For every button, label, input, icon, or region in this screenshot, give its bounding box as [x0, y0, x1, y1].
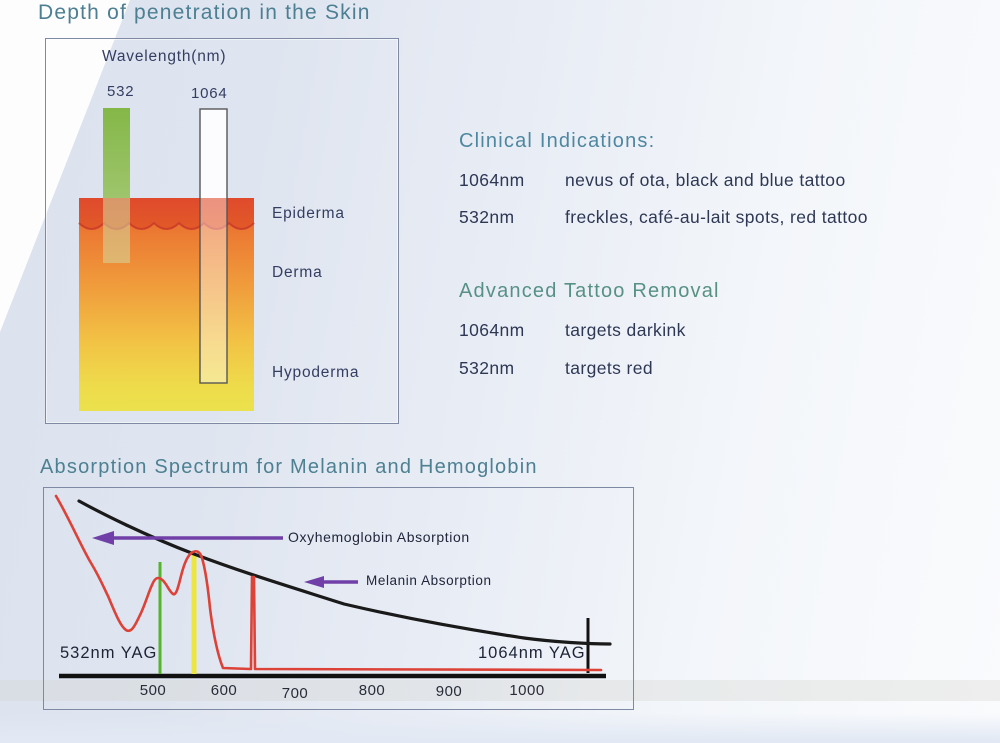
melanin-label: Melanin Absorption [366, 573, 492, 588]
wavelength-axis-label: Wavelength(nm) [102, 48, 227, 65]
beam-532 [103, 108, 130, 198]
clinical-indications-heading: Clinical Indications: [459, 130, 656, 152]
clinical-row-532-indication: freckles, café-au-lait spots, red tattoo [565, 207, 868, 227]
background-horizontal-band [0, 680, 1000, 701]
clinical-row-1064-indication: nevus of ota, black and blue tattoo [565, 170, 846, 190]
x-tick-900: 900 [435, 683, 463, 700]
x-tick-1000: 1000 [509, 682, 545, 699]
x-tick-800: 800 [358, 682, 386, 699]
x-tick-700: 700 [281, 685, 309, 702]
clinical-row-532-wavelength: 532nm [459, 207, 515, 227]
oxyhemoglobin-curve [54, 494, 603, 672]
tattoo-removal-heading: Advanced Tattoo Removal [459, 280, 720, 302]
clinical-row-1064: 1064nm nevus of ota, black and blue tatto… [459, 170, 846, 191]
clinical-row-1064-wavelength: 1064nm [459, 170, 525, 190]
tattoo-row-1064-wavelength: 1064nm [459, 320, 525, 340]
yag-1064-label: 1064nm YAG [478, 644, 586, 662]
oxyhemoglobin-arrowhead-icon [92, 531, 114, 545]
tattoo-row-532-wavelength: 532nm [459, 358, 515, 378]
melanin-arrowhead-icon [304, 576, 324, 588]
beam-532-label: 532 [107, 83, 135, 100]
tattoo-row-1064: 1064nm targets darkink [459, 320, 686, 341]
skin-diagram-graphic [78, 108, 255, 411]
tattoo-row-1064-indication: targets darkink [565, 320, 686, 340]
layer-label-epiderma: Epiderma [272, 205, 345, 222]
skin-depth-title: Depth of penetration in the Skin [38, 1, 371, 24]
yag-532-label: 532nm YAG [60, 644, 158, 662]
layer-label-derma: Derma [272, 264, 323, 281]
beam-1064-label: 1064 [191, 85, 228, 102]
beam-532-in-skin [103, 198, 130, 263]
absorption-chart: Oxyhemoglobin Absorption Melanin Absorpt… [43, 487, 634, 710]
beam-1064-outline [199, 108, 228, 384]
tattoo-row-532: 532nm targets red [459, 358, 653, 379]
clinical-row-532: 532nm freckles, café-au-lait spots, red t… [459, 207, 868, 228]
beam-1064-in-skin [200, 198, 227, 383]
tattoo-row-532-indication: targets red [565, 358, 654, 378]
beam-1064 [200, 109, 227, 198]
absorption-chart-graphic [54, 494, 612, 679]
skin-figure-box: Wavelength(nm) 532 1064 Epiderma Derma H… [45, 38, 399, 424]
oxyhemoglobin-label: Oxyhemoglobin Absorption [288, 529, 470, 545]
background-bottom-strip [0, 713, 1000, 743]
x-tick-600: 600 [210, 682, 238, 699]
layer-label-hypoderma: Hypoderma [272, 364, 360, 381]
absorption-spectrum-heading: Absorption Spectrum for Melanin and Hemo… [40, 456, 538, 478]
x-tick-500: 500 [139, 682, 167, 699]
